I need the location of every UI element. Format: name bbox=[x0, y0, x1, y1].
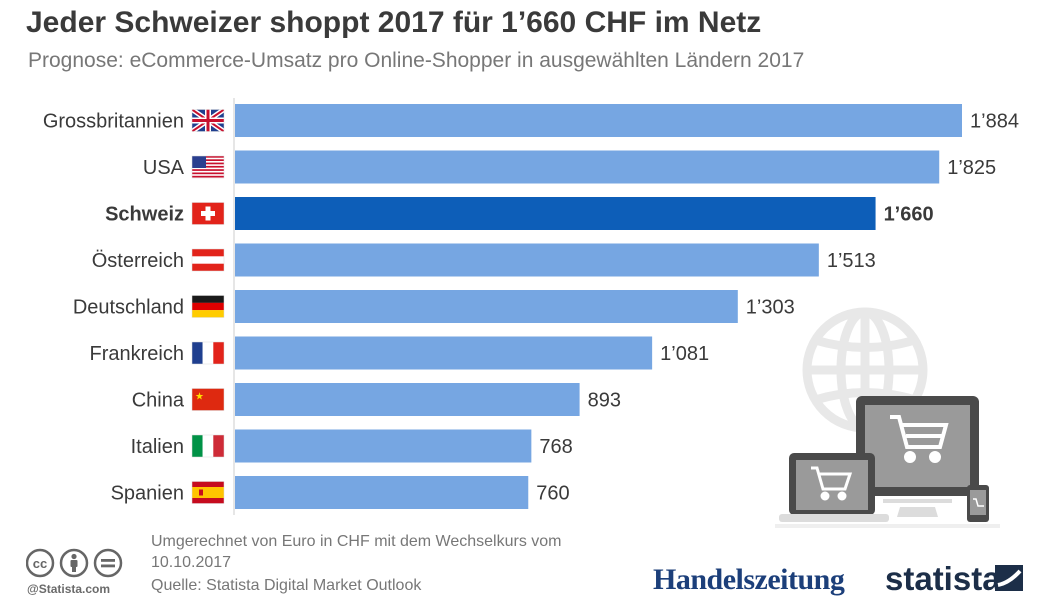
bar bbox=[235, 243, 819, 277]
bar bbox=[235, 383, 580, 416]
svg-text:cc: cc bbox=[33, 556, 47, 571]
germany-flag-icon bbox=[192, 295, 224, 318]
laptop-icon bbox=[779, 453, 889, 522]
uk-flag-icon bbox=[192, 109, 224, 132]
value-label: 1’884 bbox=[970, 111, 1019, 133]
bar-row: Schweiz 1’660 bbox=[105, 197, 934, 230]
statista-logo[interactable]: statista bbox=[885, 560, 1001, 597]
value-label: 893 bbox=[588, 390, 621, 412]
bar bbox=[235, 197, 876, 230]
value-label: 768 bbox=[539, 436, 572, 458]
value-label: 1’303 bbox=[746, 297, 795, 319]
shopping-cart-icon bbox=[811, 466, 853, 501]
category-label: Italien bbox=[131, 436, 184, 458]
bar bbox=[235, 476, 529, 509]
source-text: Quelle: Statista Digital Market Outlook bbox=[151, 577, 422, 594]
value-label: 1’513 bbox=[827, 250, 876, 272]
copyright-text: @Statista.com bbox=[27, 582, 111, 596]
spain-flag-icon bbox=[192, 481, 224, 504]
shopping-cart-icon bbox=[890, 415, 949, 463]
bar-row: Österreich 1’513 bbox=[92, 243, 876, 277]
value-label: 760 bbox=[536, 483, 569, 505]
bar-row: China ★ 893 bbox=[132, 383, 621, 416]
bar bbox=[235, 104, 962, 137]
china-flag-icon: ★ bbox=[192, 388, 224, 411]
bar-row: Spanien 760 bbox=[111, 476, 570, 509]
category-label: China bbox=[132, 390, 185, 412]
france-flag-icon bbox=[192, 342, 224, 364]
bar bbox=[235, 150, 940, 184]
category-label: Grossbritannien bbox=[43, 111, 184, 133]
ecommerce-devices-illustration bbox=[775, 307, 1000, 528]
us-flag-icon bbox=[192, 156, 224, 178]
austria-flag-icon bbox=[192, 249, 224, 271]
value-label: 1’825 bbox=[947, 157, 996, 179]
value-label: 1’660 bbox=[884, 204, 934, 226]
bar-row: Grossbritannien 1’884 bbox=[43, 104, 1019, 137]
bar-row: Italien 768 bbox=[131, 429, 573, 463]
bar-row: USA 1’825 bbox=[143, 150, 996, 184]
bar bbox=[235, 429, 532, 463]
category-label: Schweiz bbox=[105, 204, 184, 226]
swiss-flag-icon bbox=[192, 202, 224, 225]
bar-chart: Grossbritannien 1’884 USA 1’825 Schweiz 1’660… bbox=[43, 98, 1019, 515]
smartphone-icon bbox=[967, 485, 989, 522]
category-label: USA bbox=[143, 157, 185, 179]
no-derivatives-icon bbox=[93, 548, 123, 578]
monitor-icon bbox=[856, 396, 979, 517]
svg-text:★: ★ bbox=[195, 392, 204, 403]
value-label: 1’081 bbox=[660, 343, 709, 365]
handelszeitung-logo[interactable]: Handelszeitung bbox=[653, 563, 845, 596]
category-label: Spanien bbox=[111, 483, 184, 505]
chart-title: Jeder Schweizer shoppt 2017 für 1’660 CH… bbox=[26, 6, 762, 39]
footnote: Umgerechnet von Euro in CHF mit dem Wech… bbox=[151, 533, 562, 571]
category-label: Deutschland bbox=[73, 297, 184, 319]
statista-logo-mark bbox=[995, 565, 1023, 591]
bar-row: Frankreich 1’081 bbox=[90, 336, 709, 370]
chart-subtitle: Prognose: eCommerce-Umsatz pro Online-Sh… bbox=[28, 49, 805, 72]
attribution-icon bbox=[59, 548, 89, 578]
creative-commons-icons: cc bbox=[26, 548, 123, 578]
bar bbox=[235, 290, 738, 323]
bar-row: Deutschland 1’303 bbox=[73, 290, 795, 323]
italy-flag-icon bbox=[192, 435, 224, 457]
category-label: Frankreich bbox=[90, 343, 184, 365]
cc-icon: cc bbox=[26, 548, 55, 578]
category-label: Österreich bbox=[92, 250, 184, 272]
bar bbox=[235, 336, 653, 370]
